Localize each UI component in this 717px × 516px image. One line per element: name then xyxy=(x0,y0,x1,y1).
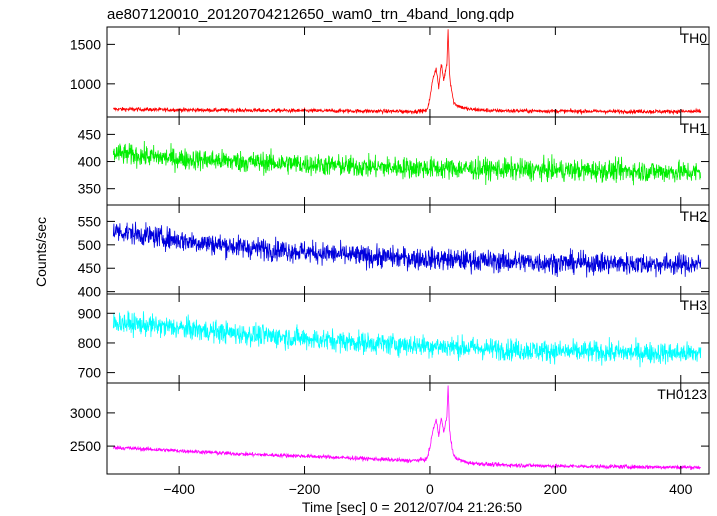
y-tick-label-th3: 900 xyxy=(78,305,102,321)
y-axis-label: Counts/sec xyxy=(33,217,49,287)
y-tick-label-th0123: 3000 xyxy=(70,405,101,421)
y-tick-label-th2: 400 xyxy=(78,284,102,300)
x-axis-label: Time [sec] 0 = 2012/07/04 21:26:50 xyxy=(302,499,522,515)
x-tick-label: −400 xyxy=(163,481,195,497)
y-tick-label-th0: 1000 xyxy=(70,76,101,92)
y-tick-label-th1: 400 xyxy=(78,154,102,170)
series-line-th1 xyxy=(112,140,701,186)
band-label-th1: TH1 xyxy=(681,120,708,136)
series-line-th3 xyxy=(112,310,702,368)
panel-frame-th0 xyxy=(106,26,710,118)
y-tick-label-th3: 700 xyxy=(78,365,102,381)
chart-title: ae807120010_20120704212650_wam0_trn_4ban… xyxy=(107,6,514,23)
x-tick-label: 400 xyxy=(669,481,693,497)
y-tick-label-th3: 800 xyxy=(78,335,102,351)
y-tick-label-th1: 350 xyxy=(78,181,102,197)
y-tick-label-th0123: 2500 xyxy=(70,438,101,454)
band-label-th0: TH0 xyxy=(681,30,708,46)
series-line-th2 xyxy=(112,221,702,278)
band-label-th3: TH3 xyxy=(681,297,708,313)
x-tick-label: −200 xyxy=(289,481,321,497)
panel-frame-th0123 xyxy=(106,382,710,475)
series-line-th0 xyxy=(113,29,702,116)
y-tick-label-th2: 500 xyxy=(78,237,102,253)
y-tick-label-th2: 450 xyxy=(78,260,102,276)
y-tick-label-th2: 550 xyxy=(78,213,102,229)
panel-frame-th3 xyxy=(106,293,710,384)
y-tick-label-th0: 1500 xyxy=(70,36,101,52)
x-tick-label: 200 xyxy=(544,481,568,497)
band-label-th0123: TH0123 xyxy=(657,386,707,402)
y-tick-label-th1: 450 xyxy=(78,126,102,142)
band-label-th2: TH2 xyxy=(681,208,708,224)
series-line-th0123 xyxy=(113,385,702,471)
x-tick-label: 0 xyxy=(426,481,434,497)
panel-frame-th2 xyxy=(106,204,710,295)
panels: 1000 1500 TH0 350 400 450 TH1 400 450 500 550 TH2 70… xyxy=(70,26,710,497)
